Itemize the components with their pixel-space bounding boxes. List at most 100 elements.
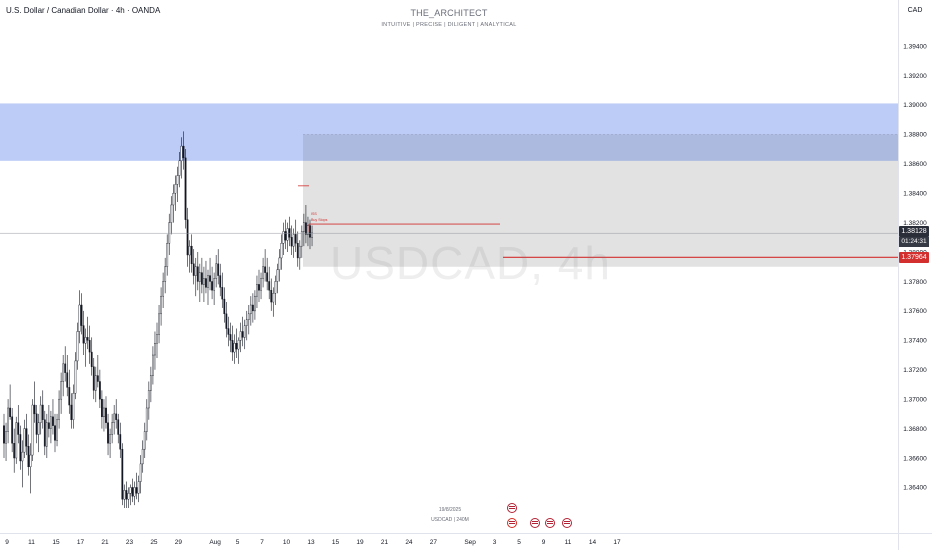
candle-body: [27, 446, 30, 468]
candle-body: [58, 398, 60, 420]
candle: [196, 252, 199, 291]
candle: [235, 328, 238, 358]
candle-body: [262, 266, 264, 279]
y-tick-label: 1.37400: [903, 338, 927, 345]
candle: [247, 305, 250, 335]
candle: [288, 216, 291, 247]
economic-event-icon[interactable]: [507, 503, 517, 513]
candle: [101, 390, 103, 429]
candle-body: [162, 281, 165, 297]
candle-body: [31, 404, 34, 456]
economic-event-icon[interactable]: [530, 518, 540, 528]
candle: [158, 305, 160, 344]
candle: [268, 266, 271, 300]
currency-label[interactable]: CAD: [907, 7, 923, 14]
candle-body: [45, 422, 48, 447]
candle: [178, 151, 181, 188]
candle: [147, 381, 150, 420]
candle: [311, 225, 313, 247]
candle: [17, 405, 20, 444]
brand-name: THE_ARCHITECT: [410, 8, 488, 18]
candle-body: [72, 393, 75, 420]
candle: [25, 413, 28, 456]
x-tick-label: 5: [517, 539, 521, 546]
candle-body: [96, 375, 99, 382]
candle: [86, 316, 89, 350]
candle-body: [101, 398, 103, 418]
candle: [188, 240, 191, 273]
footer-date: 19/8/2025: [438, 507, 462, 513]
candle-body: [52, 416, 54, 426]
y-tick-label: 1.39200: [903, 73, 927, 80]
candle: [133, 481, 136, 506]
candle: [125, 481, 128, 509]
candle-body: [54, 425, 56, 441]
candle: [41, 390, 44, 429]
candle-body: [170, 204, 173, 223]
candle: [284, 219, 287, 250]
candle: [156, 322, 158, 358]
y-tick-label: 1.36400: [903, 485, 927, 492]
candle: [286, 222, 289, 253]
candle-body: [221, 287, 224, 300]
candle: [149, 366, 152, 403]
economic-event-icon[interactable]: [545, 518, 555, 528]
candle: [298, 240, 301, 270]
symbol-title[interactable]: U.S. Dollar / Canadian Dollar · 4h · OAN…: [6, 6, 161, 15]
candle-body: [168, 222, 171, 244]
candle-body: [111, 422, 114, 435]
price-axis-panel: [898, 0, 932, 550]
candle: [205, 260, 207, 294]
candle-body: [84, 337, 87, 344]
candle-body: [237, 340, 240, 350]
candle-body: [15, 422, 18, 459]
candle-body: [92, 366, 95, 391]
candle: [290, 225, 293, 255]
candle: [203, 266, 205, 303]
candle-body: [143, 431, 146, 450]
candle-body: [247, 313, 250, 320]
candle: [182, 131, 185, 170]
candle-body: [47, 422, 50, 429]
candle: [162, 272, 165, 308]
y-tick-label: 1.37800: [903, 279, 927, 286]
candle: [64, 346, 67, 382]
candle: [266, 257, 269, 291]
candle-body: [245, 319, 248, 326]
candle: [190, 234, 193, 273]
candle-body: [294, 234, 297, 244]
candle-body: [41, 404, 44, 420]
candle: [129, 484, 132, 506]
current-price-tag: 1.38128: [899, 226, 929, 237]
candle-body: [192, 263, 195, 276]
candle: [103, 399, 105, 432]
candle: [245, 310, 248, 341]
candle: [131, 478, 134, 503]
candle: [219, 263, 222, 297]
candle-body: [292, 234, 295, 247]
axis-layer: 1.39400 1.39200 1.39000 1.38800 1.38600 1.384…: [5, 43, 927, 546]
economic-event-icon[interactable]: [562, 518, 572, 528]
economic-event-icon[interactable]: [507, 518, 517, 528]
candle-body: [258, 284, 260, 291]
candle-body: [117, 419, 120, 435]
candle-body: [147, 390, 150, 409]
candle: [98, 369, 101, 408]
candle: [166, 234, 169, 276]
candle-body: [139, 463, 142, 482]
candle: [135, 472, 138, 500]
candle: [282, 222, 285, 255]
x-tick-label: 25: [150, 539, 158, 546]
candle-body: [33, 404, 36, 415]
candle: [70, 393, 73, 429]
candle-body: [219, 275, 222, 288]
candle: [200, 257, 203, 294]
candle-body: [260, 278, 262, 291]
candle: [154, 331, 156, 370]
candle-body: [35, 413, 38, 435]
candle: [152, 346, 154, 385]
candle: [11, 407, 14, 453]
